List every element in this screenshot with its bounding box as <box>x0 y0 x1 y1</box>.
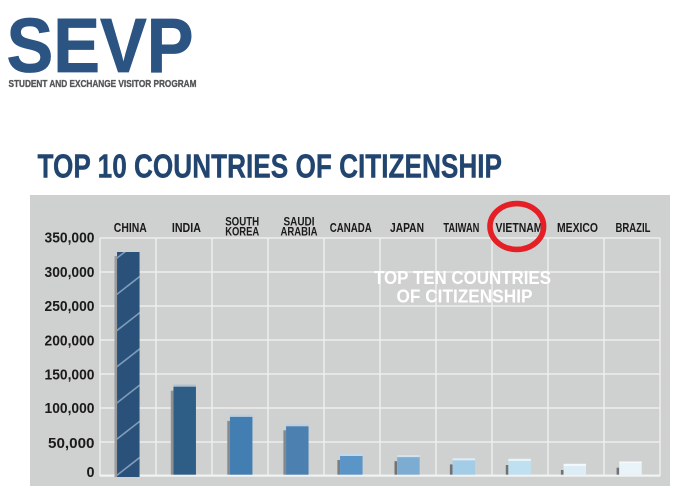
svg-text:0: 0 <box>87 464 95 481</box>
svg-text:SEVP: SEVP <box>7 3 194 89</box>
svg-text:SAUDI: SAUDI <box>284 214 315 228</box>
svg-text:KOREA: KOREA <box>225 225 259 239</box>
svg-text:INDIA: INDIA <box>172 220 201 235</box>
svg-text:150,000: 150,000 <box>45 366 95 383</box>
svg-text:100,000: 100,000 <box>45 400 95 417</box>
svg-text:300,000: 300,000 <box>45 264 95 281</box>
svg-text:STUDENT AND EXCHANGE VISITOR P: STUDENT AND EXCHANGE VISITOR PROGRAM <box>9 79 197 90</box>
svg-text:350,000: 350,000 <box>45 230 95 247</box>
svg-text:JAPAN: JAPAN <box>390 220 424 235</box>
svg-text:TOP 10 COUNTRIES OF CITIZENSHI: TOP 10 COUNTRIES OF CITIZENSHIP <box>38 148 503 185</box>
svg-text:OF CITIZENSHIP: OF CITIZENSHIP <box>397 287 533 307</box>
svg-text:SOUTH: SOUTH <box>225 214 259 228</box>
svg-text:TAIWAN: TAIWAN <box>443 220 479 235</box>
svg-text:250,000: 250,000 <box>45 298 95 315</box>
svg-text:MEXICO: MEXICO <box>557 220 598 235</box>
svg-text:200,000: 200,000 <box>45 332 95 349</box>
svg-text:ARABIA: ARABIA <box>281 225 318 239</box>
svg-text:50,000: 50,000 <box>48 435 95 452</box>
svg-text:BRAZIL: BRAZIL <box>616 220 651 235</box>
svg-text:TOP TEN COUNTRIES: TOP TEN COUNTRIES <box>374 268 551 288</box>
svg-text:CANADA: CANADA <box>330 220 372 235</box>
svg-text:VIETNAM: VIETNAM <box>496 220 543 235</box>
svg-text:CHINA: CHINA <box>114 220 147 235</box>
